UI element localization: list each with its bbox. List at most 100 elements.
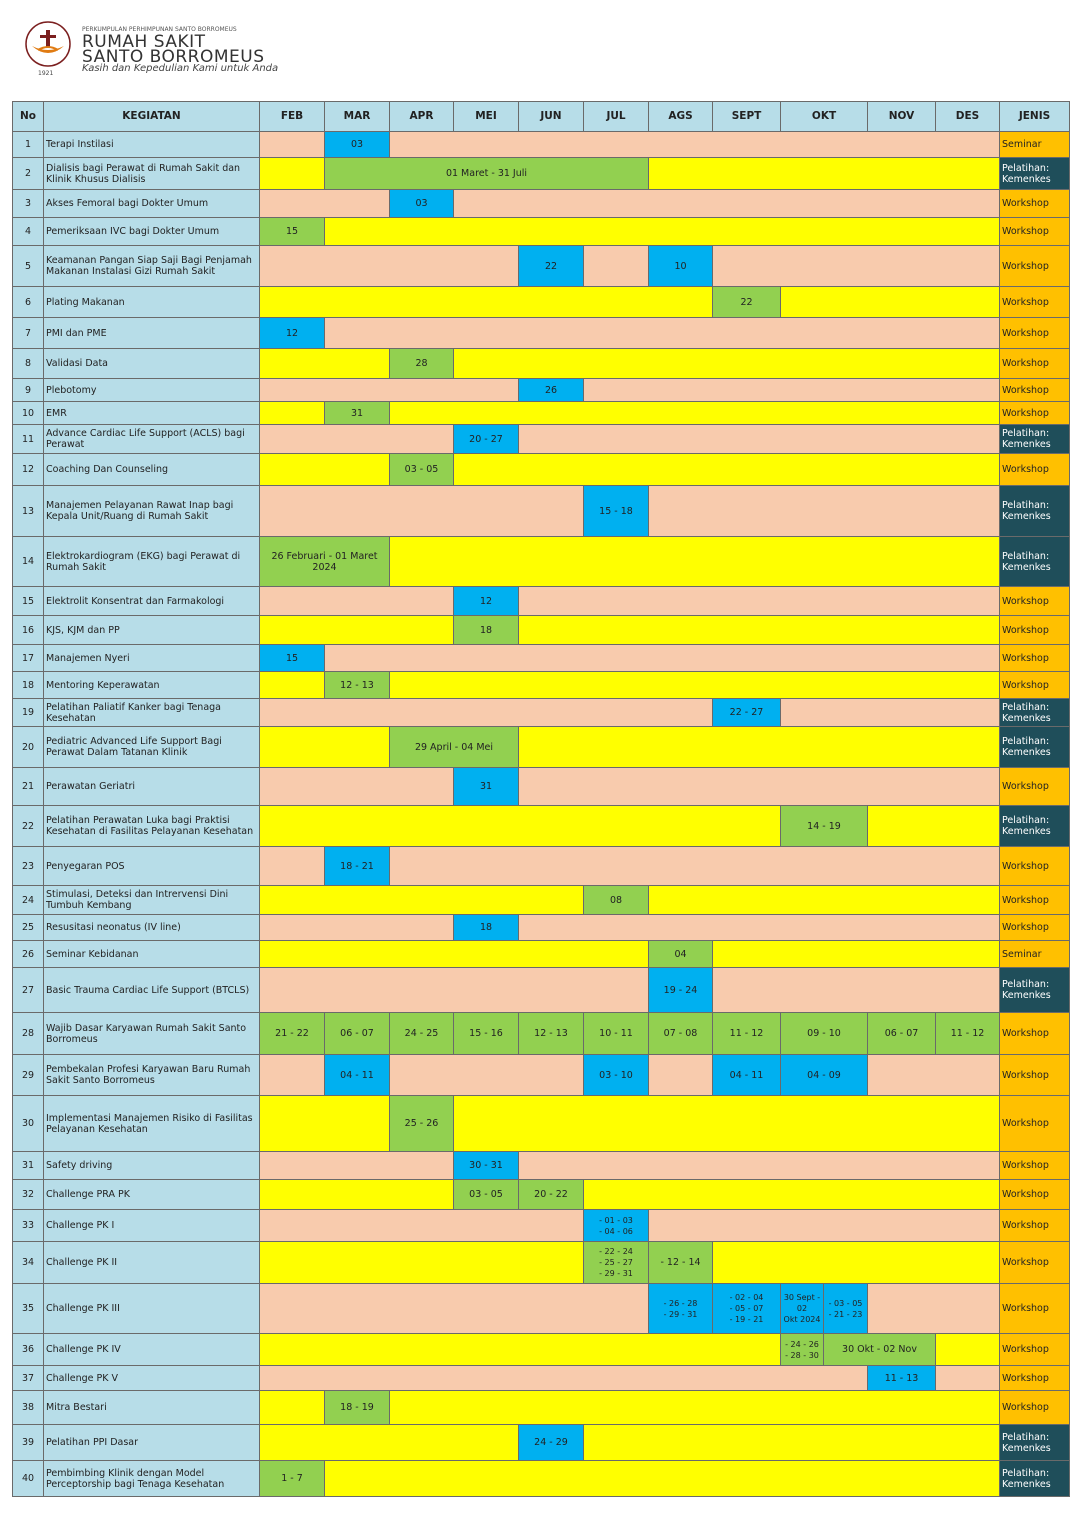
- schedule-cell: [259, 245, 519, 287]
- table-row: 22 Pelatihan Perawatan Luka bagi Praktisi…: [12, 805, 1071, 847]
- table-row: 27 Basic Trauma Cardiac Life Support (BTC…: [12, 967, 1071, 1013]
- table-row: 33 Challenge PK I - 01 - 03 - 04 - 06 Works…: [12, 1209, 1071, 1242]
- schedule-cell: [647, 485, 1001, 537]
- schedule-date: 12 - 13: [518, 1012, 584, 1055]
- activity-name: Pelatihan PPI Dasar: [43, 1424, 260, 1461]
- schedule-cell: [259, 846, 325, 886]
- table-row: 30 Implementasi Manajemen Risiko di Fasil…: [12, 1095, 1071, 1152]
- schedule-cell: [259, 453, 390, 486]
- row-number: 23: [12, 846, 44, 886]
- schedule-cell: [259, 157, 325, 190]
- schedule-cell: [259, 940, 649, 968]
- schedule-date: 12: [453, 586, 519, 616]
- schedule-date: 20 - 27: [453, 424, 519, 454]
- schedule-cell: [259, 698, 713, 727]
- schedule-cell: [259, 485, 584, 537]
- table-row: 38 Mitra Bestari 18 - 19 Workshop: [12, 1390, 1071, 1425]
- row-number: 35: [12, 1283, 44, 1334]
- row-number: 1: [12, 131, 44, 158]
- activity-name: Wajib Dasar Karyawan Rumah Sakit Santo B…: [43, 1012, 260, 1055]
- activity-type: Workshop: [999, 245, 1071, 287]
- row-number: 22: [12, 805, 44, 847]
- org-name: PERKUMPULAN PERHIMPUNAN SANTO BORROMEUS: [82, 26, 237, 33]
- activity-name: Elektrokardiogram (EKG) bagi Perawat di …: [43, 536, 260, 587]
- schedule-date: 08: [583, 885, 649, 915]
- table-row: 24 Stimulasi, Deteksi dan Intrervensi Din…: [12, 885, 1071, 915]
- schedule-date: 1 - 7: [259, 1460, 325, 1497]
- schedule-date: 11 - 13: [867, 1365, 937, 1391]
- schedule-date: 26 Februari - 01 Maret 2024: [259, 536, 390, 587]
- schedule-date: 12 - 13: [324, 671, 390, 699]
- activity-name: Mentoring Keperawatan: [43, 671, 260, 699]
- schedule-date: 31: [453, 767, 519, 806]
- activity-name: Manajemen Pelayanan Rawat Inap bagi Kepa…: [43, 485, 260, 537]
- row-number: 39: [12, 1424, 44, 1461]
- schedule-cell: [259, 424, 454, 454]
- schedule-date: 25 - 26: [389, 1095, 454, 1152]
- schedule-cell: [648, 1054, 713, 1096]
- schedule-cell: [259, 914, 454, 941]
- schedule-cell: [582, 1179, 1001, 1210]
- schedule-date: 28: [389, 348, 454, 379]
- table-row: 11 Advance Cardiac Life Support (ACLS) ba…: [12, 424, 1071, 454]
- column-header: JUN: [518, 101, 584, 132]
- schedule-cell: [452, 348, 1001, 379]
- schedule-date: 30 Okt - 02 Nov: [822, 1333, 937, 1366]
- schedule-cell: [935, 1333, 1001, 1366]
- schedule-cell: [388, 846, 1001, 886]
- table-row: 3 Akses Femoral bagi Dokter Umum 03 Worksho…: [12, 189, 1071, 218]
- schedule-date: 31: [324, 401, 390, 425]
- schedule-cell: [711, 245, 1001, 287]
- activity-type: Pelatihan: Kemenkes: [999, 805, 1071, 847]
- hospital-name: SANTO BORROMEUS: [82, 47, 265, 67]
- activity-type: Seminar: [999, 131, 1071, 158]
- schedule-date: 10 - 11: [583, 1012, 649, 1055]
- schedule-cell: [323, 644, 1001, 672]
- schedule-cell: [647, 1209, 1001, 1242]
- table-row: 6 Plating Makanan 22 Workshop: [12, 286, 1071, 318]
- schedule-cell: [779, 698, 1001, 727]
- schedule-date: 03 - 05: [389, 453, 454, 486]
- schedule-cell: [259, 726, 390, 768]
- schedule-date: 10: [648, 245, 713, 287]
- schedule-date: 29 April - 04 Mei: [389, 726, 519, 768]
- schedule-cell: [258, 1365, 869, 1391]
- column-header: JENIS: [999, 101, 1071, 132]
- schedule-cell: [388, 671, 1001, 699]
- schedule-cell: [517, 914, 1001, 941]
- schedule-cell: [259, 131, 325, 158]
- column-header: OKT: [779, 101, 869, 132]
- table-row: 17 Manajemen Nyeri 15 Workshop: [12, 644, 1071, 672]
- schedule-cell: [517, 424, 1001, 454]
- activity-type: Workshop: [999, 1333, 1071, 1366]
- activity-type: Workshop: [999, 767, 1071, 806]
- activity-type: Pelatihan: Kemenkes: [999, 424, 1071, 454]
- schedule-date: 03 - 05: [453, 1179, 519, 1210]
- activity-type: Workshop: [999, 378, 1071, 402]
- schedule-date: 18 - 19: [324, 1390, 390, 1425]
- table-row: 39 Pelatihan PPI Dasar 24 - 29 Pelatihan: K…: [12, 1424, 1071, 1461]
- activity-type: Pelatihan: Kemenkes: [999, 967, 1071, 1013]
- schedule-cell: [259, 378, 519, 402]
- activity-name: Challenge PRA PK: [43, 1179, 260, 1210]
- table-row: 35 Challenge PK III - 26 - 28 - 29 - 31- 0…: [12, 1283, 1071, 1334]
- schedule-date: 15 - 18: [583, 485, 649, 537]
- row-number: 24: [12, 885, 44, 915]
- table-row: 23 Penyegaran POS 18 - 21 Workshop: [12, 846, 1071, 886]
- column-header: SEPT: [712, 101, 781, 132]
- schedule-cell: [389, 1054, 584, 1096]
- schedule-date: 24 - 25: [389, 1012, 454, 1055]
- table-row: 26 Seminar Kebidanan 04 Seminar: [12, 940, 1071, 968]
- activity-name: Akses Femoral bagi Dokter Umum: [43, 189, 260, 218]
- activity-name: PMI dan PME: [43, 317, 260, 349]
- schedule-date: 06 - 07: [867, 1012, 937, 1055]
- row-number: 40: [12, 1460, 44, 1497]
- schedule-date: - 03 - 05 - 21 - 23: [822, 1283, 869, 1334]
- table-row: 1 Terapi Instilasi 03 Seminar: [12, 131, 1071, 158]
- activity-name: Implementasi Manajemen Risiko di Fasilit…: [43, 1095, 260, 1152]
- column-header: AGS: [648, 101, 713, 132]
- column-header: KEGIATAN: [43, 101, 260, 132]
- activity-name: Challenge PK IV: [43, 1333, 260, 1366]
- activity-name: Challenge PK V: [43, 1365, 260, 1391]
